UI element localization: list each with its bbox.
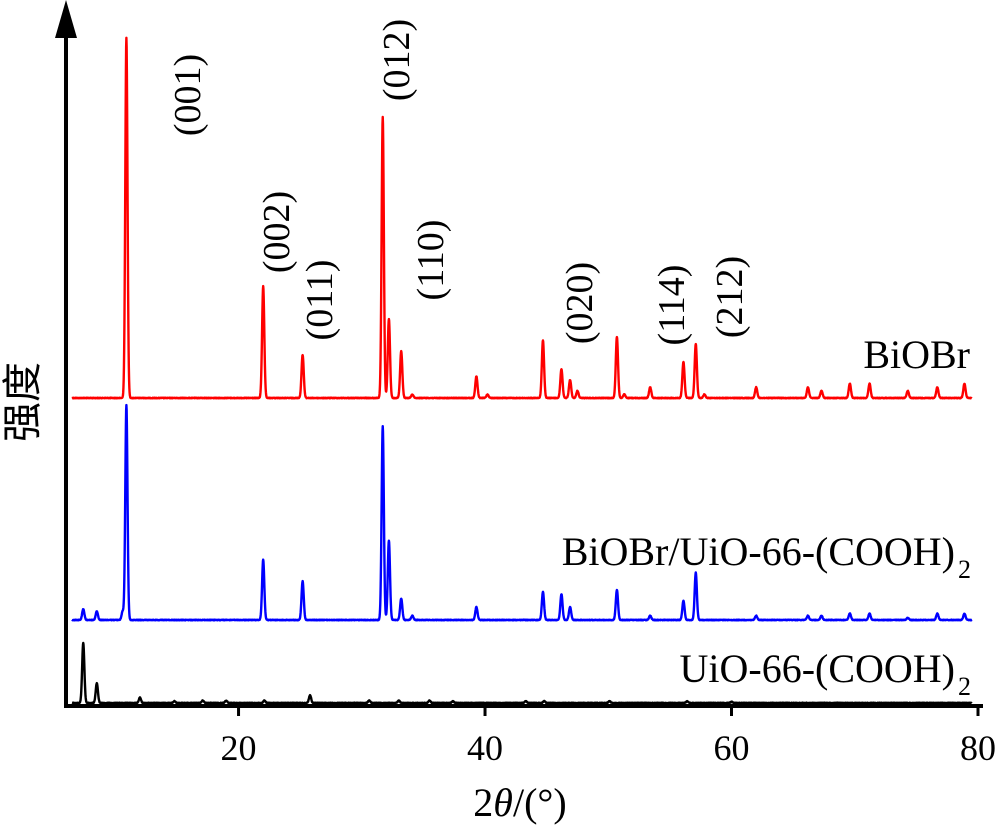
- x-axis-title-prefix: 2: [473, 780, 493, 825]
- x-tick-label-40: 40: [467, 728, 503, 768]
- series-label-uio: UiO-66-(COOH): [679, 646, 955, 691]
- series-line-2: [71, 403, 973, 622]
- x-tick-label-20: 20: [221, 728, 257, 768]
- series-line-3: [71, 641, 973, 705]
- peak-label-012: (012): [376, 19, 418, 101]
- x-ticks: 20 40 60 80: [221, 706, 996, 768]
- series-line-1: [71, 36, 973, 400]
- x-axis-title-theta: θ: [493, 780, 513, 825]
- series-label-composite: BiOBr/UiO-66-(COOH): [562, 529, 955, 574]
- y-axis-arrow-icon: [55, 0, 77, 38]
- x-tick-label-60: 60: [714, 728, 750, 768]
- peak-label-114: (114): [651, 265, 693, 346]
- peak-label-020: (020): [559, 262, 601, 344]
- peak-label-001: (001): [167, 54, 209, 136]
- series-label-uio-subscript: 2: [958, 672, 971, 701]
- x-tick-label-80: 80: [960, 728, 996, 768]
- series-group: [71, 36, 973, 705]
- series-label-composite-subscript: 2: [958, 555, 971, 584]
- peak-label-011: (011): [299, 260, 341, 341]
- peak-label-110: (110): [410, 220, 452, 301]
- x-axis-title-suffix: /(°): [513, 780, 567, 825]
- series-label-biobr: BiOBr: [863, 332, 970, 377]
- peak-label-002: (002): [256, 191, 298, 273]
- x-axis-title: 2θ/(°): [473, 780, 566, 825]
- peak-label-212: (212): [709, 256, 751, 338]
- y-axis-title: 强度: [0, 362, 45, 442]
